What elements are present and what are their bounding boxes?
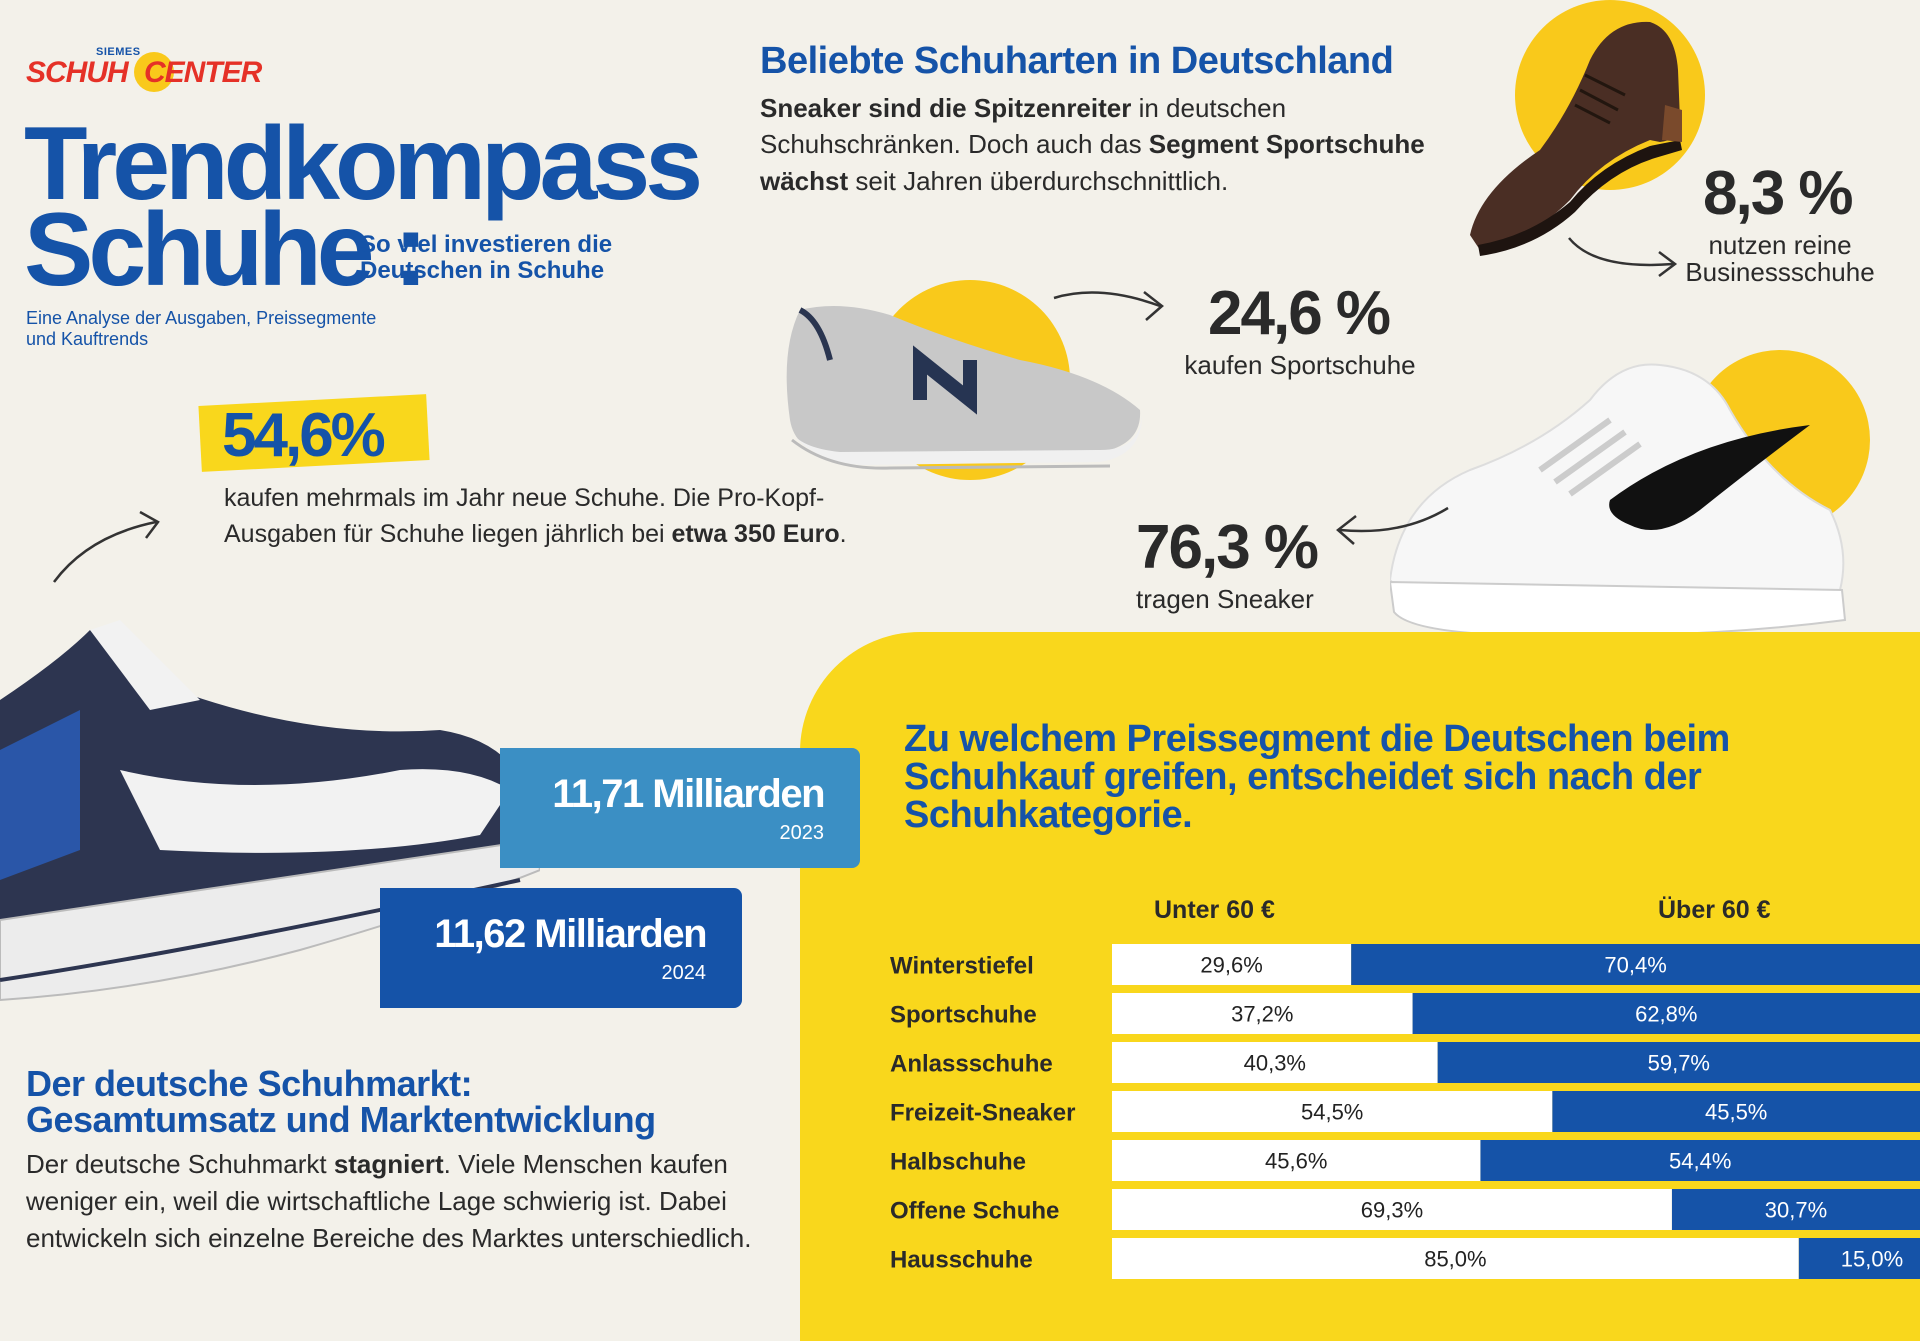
category-label: Sportschuhe [890,1002,1037,1029]
stat-value-business: 8,3 % [1703,159,1854,228]
category-label: Freizeit-Sneaker [890,1100,1075,1127]
bar-over-60 [1798,1238,1920,1279]
revenue-2024-value: 11,62 Milliarden [434,912,707,956]
data-label-over-60: 45,5% [1705,1100,1767,1125]
large-sneaker-icon [0,620,540,1002]
data-label-over-60: 59,7% [1648,1051,1710,1076]
popular-text: Sneaker sind die Spitzenreiter in deutsc… [760,90,1480,199]
main-title-line1: Trendkompass [24,106,703,222]
stat-caption-business: nutzen reine Businessschuhe [1680,230,1880,288]
data-label-over-60: 70,4% [1604,953,1666,978]
business-shoe-icon [1470,21,1682,256]
data-label-under-60: 29,6% [1200,953,1262,978]
category-label: Winterstiefel [890,953,1034,980]
data-label-under-60: 40,3% [1244,1051,1306,1076]
price-segment-title: Zu welchem Preissegment die Deutschen be… [904,718,1730,836]
market-title-line: Gesamtumsatz und Marktentwicklung [26,1099,656,1140]
arrow-icon [1336,506,1449,545]
main-subtitle: So viel investieren die Deutschen in Sch… [360,231,613,285]
main-title-line2: Schuhe : [24,192,428,308]
logo-right-text: CENTER [144,56,262,89]
bar-under-60 [1112,1189,1672,1230]
stat-text-multi-purchase: kaufen mehrmals im Jahr neue Schuhe. Die… [224,480,854,553]
bar-over-60 [1351,944,1920,985]
bar-over-60 [1552,1091,1920,1132]
legend-under-60: Unter 60 € [1154,896,1275,924]
revenue-2024-box: 11,62 Milliarden 2024 [380,888,742,1008]
chart-svg: Unter 60 € Über 60 € Winterstiefel 29,6% 70,… [890,895,1920,1279]
bar-under-60 [1112,1140,1481,1181]
sneaker-icon [1390,363,1847,637]
stat-value-sport: 24,6 % [1208,279,1391,348]
data-label-under-60: 37,2% [1231,1002,1293,1027]
stat-value-multi-purchase: 54,6% [222,401,386,470]
market-text-part: Der deutsche Schuhmarkt [26,1149,334,1179]
stat-caption-sneaker: tragen Sneaker [1136,584,1314,614]
logo-top-text: SIEMES [96,46,141,58]
revenue-2023-year: 2023 [779,822,825,844]
bar-under-60 [1112,1091,1553,1132]
category-label: Anlassschuhe [890,1051,1053,1078]
bar-over-60 [1437,1042,1920,1083]
popular-bold-1: Sneaker sind die Spitzenreiter [760,93,1132,123]
category-label: Offene Schuhe [890,1198,1059,1225]
stat-text-part: kaufen mehrmals im Jahr neue Schuhe. Die… [224,484,825,549]
data-label-under-60: 45,6% [1265,1149,1327,1174]
arrow-icon [1053,291,1164,321]
data-label-under-60: 54,5% [1301,1100,1363,1125]
analysis-text: Eine Analyse der Ausgaben, Preissegmente… [26,308,377,349]
category-label: Hausschuhe [890,1247,1033,1274]
logo-left-text: SCHUH [26,56,129,89]
bar-under-60 [1112,944,1352,985]
popular-title: Beliebte Schuharten in Deutschland [760,40,1394,82]
caption-line: nutzen reine [1708,230,1852,260]
data-label-over-60: 54,4% [1669,1149,1731,1174]
bar-over-60 [1480,1140,1920,1181]
data-label-over-60: 15,0% [1841,1247,1903,1272]
legend-over-60: Über 60 € [1658,895,1771,924]
data-label-under-60: 85,0% [1424,1247,1486,1272]
market-text: Der deutsche Schuhmarkt stagniert. Viele… [26,1146,786,1257]
price-segment-chart: Unter 60 € Über 60 € Winterstiefel 29,6% 70,… [880,880,1920,1300]
logo-ring [134,52,174,92]
stat-value-sneaker: 76,3 % [1136,513,1319,582]
bar-over-60 [1671,1189,1920,1230]
revenue-2023-box: 11,71 Milliarden 2023 [500,748,860,868]
arrow-icon [1568,237,1678,277]
data-label-under-60: 69,3% [1361,1198,1423,1223]
bar-over-60 [1412,993,1920,1034]
sport-shoe-icon [786,306,1142,470]
data-label-over-60: 30,7% [1765,1198,1827,1223]
popular-bold-2: Segment Sportschuhe wächst [760,129,1425,196]
revenue-2024-year: 2024 [661,962,707,984]
data-label-over-60: 62,8% [1635,1002,1697,1027]
arrow-icon [52,510,160,583]
bar-under-60 [1112,993,1413,1034]
bar-under-60 [1112,1042,1438,1083]
popular-text-2: seit Jahren überdurchschnittlich. [848,165,1229,196]
stat-text-bold: etwa 350 Euro [671,520,840,549]
market-text-bold: stagniert [333,1149,444,1179]
market-title-line: Der deutsche Schuhmarkt: [26,1063,473,1104]
caption-line: Businessschuhe [1685,257,1875,288]
bar-under-60 [1112,1238,1799,1279]
stat-text-end: . [839,520,847,549]
popular-text-1: in deutschen Schuhschränken. Doch auch d… [760,93,1287,160]
market-text-end: . Viele Menschen kaufen weniger ein, wei… [26,1149,752,1253]
brand-logo: SIEMES SCHUH CENTER [26,46,262,92]
category-label: Halbschuhe [890,1149,1026,1176]
market-title: Der deutsche Schuhmarkt: Gesamtumsatz und… [26,1066,786,1138]
revenue-2023-value: 11,71 Milliarden [552,772,825,816]
stat-caption-sport: kaufen Sportschuhe [1184,350,1416,380]
